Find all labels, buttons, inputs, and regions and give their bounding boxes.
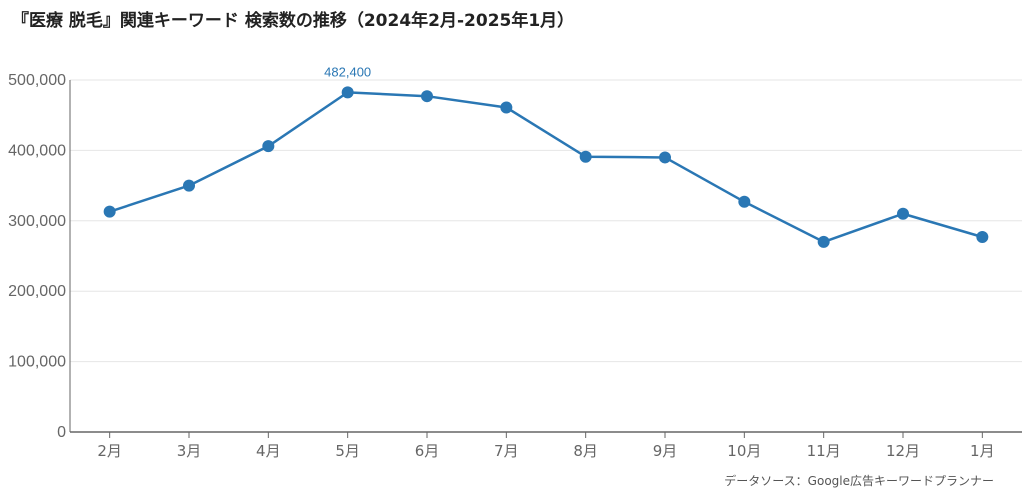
- x-tick-label: 4月: [256, 442, 281, 460]
- data-point: [738, 195, 751, 208]
- y-tick-label: 0: [57, 424, 66, 441]
- y-tick-label: 400,000: [8, 142, 66, 159]
- x-tick-label: 3月: [177, 442, 202, 460]
- chart-title: 『医療 脱毛』関連キーワード 検索数の推移（2024年2月-2025年1月）: [12, 11, 575, 31]
- data-point: [103, 205, 116, 218]
- x-tick-label: 11月: [807, 442, 841, 460]
- x-tick-label: 2月: [97, 442, 122, 460]
- x-tick-label: 7月: [494, 442, 519, 460]
- data-point: [183, 179, 195, 192]
- x-tick-label: 1月: [970, 442, 995, 460]
- series-line: [109, 91, 983, 244]
- data-point: [421, 90, 433, 103]
- x-tick-label: 8月: [573, 442, 598, 460]
- data-label: 482,400: [324, 64, 371, 79]
- x-tick-label: 12月: [886, 442, 920, 460]
- y-tick-label: 100,000: [8, 354, 66, 371]
- x-tick-label: 9月: [653, 442, 678, 460]
- y-tick-label: 200,000: [8, 283, 66, 300]
- x-tick-label: 5月: [335, 442, 360, 460]
- data-point: [341, 86, 354, 99]
- data-point: [897, 207, 909, 220]
- data-point: [500, 101, 513, 114]
- y-tick-label: 500,000: [8, 72, 66, 89]
- data-source-note: データソース：Google広告キーワードプランナー: [724, 474, 994, 488]
- data-point: [659, 151, 671, 164]
- data-point: [976, 230, 989, 243]
- data-point: [579, 150, 592, 163]
- x-tick-label: 10月: [727, 442, 761, 460]
- data-point: [817, 235, 830, 248]
- data-point: [262, 140, 275, 153]
- y-tick-label: 300,000: [8, 213, 66, 230]
- x-tick-label: 6月: [415, 442, 440, 460]
